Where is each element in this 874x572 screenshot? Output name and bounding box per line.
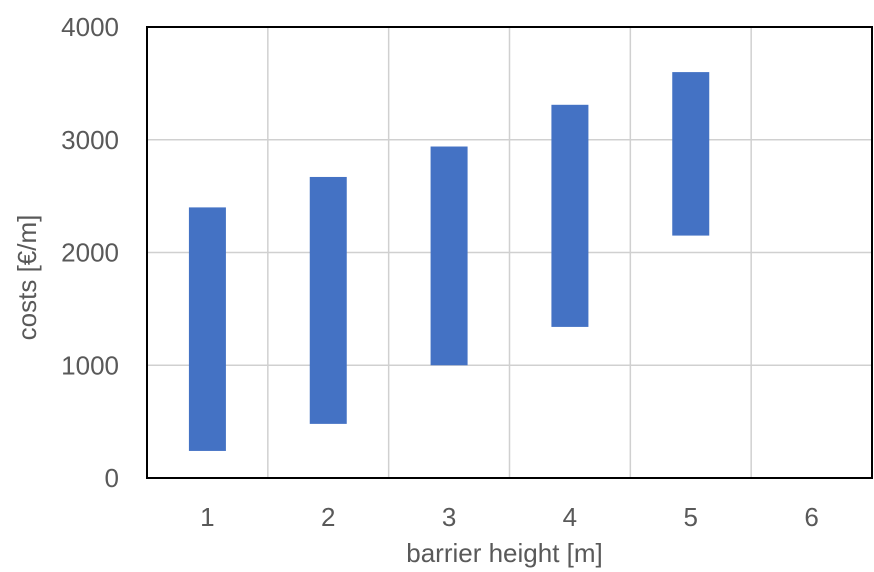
y-tick-label: 2000 <box>61 238 119 268</box>
x-axis-title: barrier height [m] <box>406 538 603 568</box>
range-bars <box>188 72 710 451</box>
x-tick-label: 2 <box>321 502 335 532</box>
x-axis-tick-labels: 1 2 3 4 5 6 <box>200 502 819 532</box>
range-bar-3 <box>430 146 468 366</box>
y-tick-label: 1000 <box>61 350 119 380</box>
y-axis-tick-labels: 0 1000 2000 3000 4000 <box>61 12 119 493</box>
range-bar-5 <box>672 72 710 236</box>
x-tick-label: 3 <box>442 502 456 532</box>
x-tick-label: 6 <box>804 502 818 532</box>
range-bar-2 <box>309 176 347 424</box>
plot-area-frame <box>146 26 873 479</box>
y-tick-label: 0 <box>105 463 119 493</box>
x-tick-label: 1 <box>200 502 214 532</box>
y-tick-label: 4000 <box>61 12 119 42</box>
x-tick-label: 5 <box>684 502 698 532</box>
y-axis-title: costs [€/m] <box>12 215 42 341</box>
x-tick-label: 4 <box>563 502 577 532</box>
range-bar-1 <box>188 207 226 451</box>
gridlines <box>147 27 872 478</box>
y-tick-label: 3000 <box>61 125 119 155</box>
range-bar-4 <box>551 104 589 327</box>
